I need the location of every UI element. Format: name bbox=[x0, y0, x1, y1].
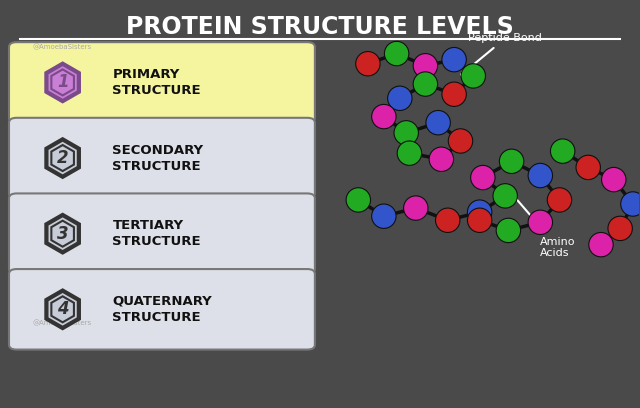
Text: 1: 1 bbox=[57, 73, 68, 91]
Ellipse shape bbox=[602, 167, 626, 192]
Text: 3: 3 bbox=[57, 225, 68, 243]
Polygon shape bbox=[51, 296, 74, 322]
Polygon shape bbox=[44, 61, 81, 104]
FancyBboxPatch shape bbox=[9, 269, 315, 350]
Text: PRIMARY
STRUCTURE: PRIMARY STRUCTURE bbox=[113, 68, 201, 97]
Polygon shape bbox=[44, 213, 81, 255]
Ellipse shape bbox=[413, 72, 438, 96]
Ellipse shape bbox=[372, 104, 396, 129]
Polygon shape bbox=[51, 145, 74, 171]
Ellipse shape bbox=[442, 82, 467, 106]
Ellipse shape bbox=[547, 188, 572, 212]
Ellipse shape bbox=[356, 51, 380, 76]
Ellipse shape bbox=[576, 155, 600, 180]
Ellipse shape bbox=[550, 139, 575, 163]
Text: Peptide Bond: Peptide Bond bbox=[461, 33, 542, 75]
Polygon shape bbox=[47, 64, 78, 100]
Polygon shape bbox=[47, 291, 78, 327]
Ellipse shape bbox=[388, 86, 412, 111]
Ellipse shape bbox=[493, 184, 517, 208]
Polygon shape bbox=[51, 69, 74, 95]
Ellipse shape bbox=[397, 141, 422, 165]
Text: Amino
Acids: Amino Acids bbox=[512, 194, 576, 258]
Ellipse shape bbox=[426, 111, 451, 135]
Ellipse shape bbox=[528, 163, 552, 188]
Polygon shape bbox=[51, 221, 74, 247]
Ellipse shape bbox=[394, 121, 419, 145]
Ellipse shape bbox=[442, 47, 467, 72]
FancyBboxPatch shape bbox=[9, 118, 315, 198]
Text: 2: 2 bbox=[57, 149, 68, 167]
Polygon shape bbox=[44, 137, 81, 179]
Text: 4: 4 bbox=[57, 300, 68, 318]
Ellipse shape bbox=[385, 41, 409, 66]
Ellipse shape bbox=[346, 188, 371, 212]
Ellipse shape bbox=[470, 165, 495, 190]
Ellipse shape bbox=[589, 233, 613, 257]
Text: QUATERNARY
STRUCTURE: QUATERNARY STRUCTURE bbox=[113, 295, 212, 324]
Polygon shape bbox=[47, 140, 78, 176]
Ellipse shape bbox=[372, 204, 396, 228]
Text: SECONDARY
STRUCTURE: SECONDARY STRUCTURE bbox=[113, 144, 204, 173]
Ellipse shape bbox=[448, 129, 473, 153]
FancyBboxPatch shape bbox=[9, 42, 315, 123]
Ellipse shape bbox=[467, 208, 492, 233]
Text: @AmoebaSisters: @AmoebaSisters bbox=[33, 320, 92, 326]
Polygon shape bbox=[47, 216, 78, 252]
Ellipse shape bbox=[608, 216, 632, 241]
Ellipse shape bbox=[461, 64, 486, 88]
Text: @AmoebaSisters: @AmoebaSisters bbox=[33, 43, 92, 50]
Ellipse shape bbox=[404, 196, 428, 220]
Ellipse shape bbox=[413, 53, 438, 78]
Text: TERTIARY
STRUCTURE: TERTIARY STRUCTURE bbox=[113, 219, 201, 248]
Polygon shape bbox=[44, 288, 81, 330]
Text: PROTEIN STRUCTURE LEVELS: PROTEIN STRUCTURE LEVELS bbox=[126, 15, 514, 39]
Ellipse shape bbox=[429, 147, 454, 171]
Ellipse shape bbox=[621, 192, 640, 216]
Ellipse shape bbox=[496, 218, 520, 243]
Ellipse shape bbox=[467, 200, 492, 224]
Ellipse shape bbox=[435, 208, 460, 233]
Ellipse shape bbox=[528, 210, 552, 235]
FancyBboxPatch shape bbox=[9, 193, 315, 274]
Ellipse shape bbox=[499, 149, 524, 173]
